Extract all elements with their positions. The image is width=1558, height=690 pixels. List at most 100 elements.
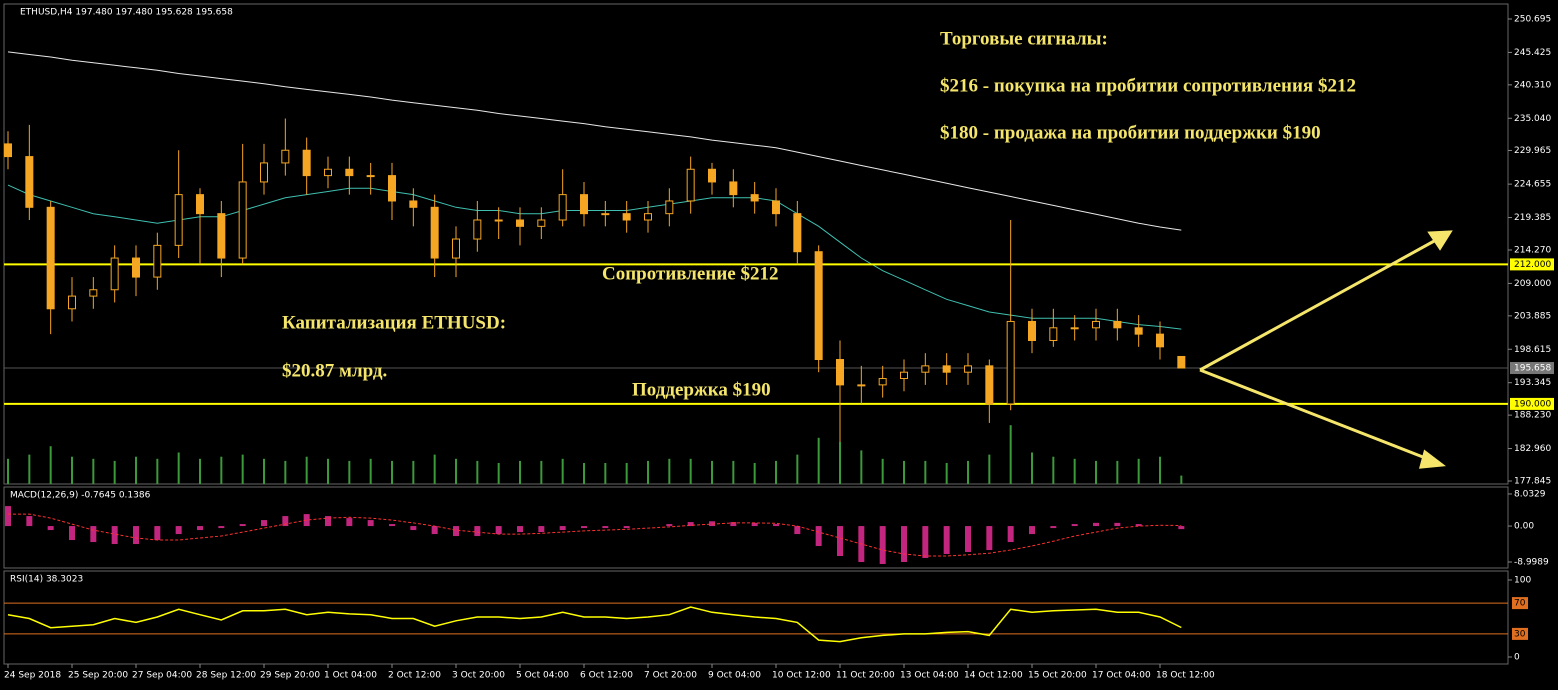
macd-bar	[901, 526, 907, 563]
y-tick-label: 198.615	[1514, 345, 1551, 355]
macd-bar	[730, 522, 737, 527]
arrow-head	[1427, 230, 1453, 251]
candle-body	[238, 181, 247, 259]
candle-body	[494, 219, 503, 222]
y-tick-label: 182.960	[1514, 444, 1551, 454]
macd-bar	[1178, 526, 1185, 530]
y-tick-label: -8.9989	[1514, 558, 1549, 568]
y-tick-label: 219.385	[1514, 213, 1551, 223]
x-tick-label: 24 Sep 2018	[4, 671, 61, 681]
candle-body	[793, 213, 802, 253]
arrow-head	[1418, 449, 1446, 469]
candle-body	[196, 194, 204, 215]
macd-bar	[474, 526, 481, 537]
macd-bar	[623, 526, 630, 529]
x-tick-label: 9 Oct 04:00	[708, 671, 761, 681]
y-tick-label: 30	[1514, 629, 1526, 639]
macd-bar	[26, 516, 33, 527]
candle-body	[708, 168, 716, 183]
candle-body	[665, 200, 674, 215]
macd-bar	[794, 526, 801, 535]
candle-body	[46, 206, 55, 310]
x-tick-label: 7 Oct 20:00	[644, 671, 697, 681]
candle-body	[601, 213, 610, 216]
macd-bar	[943, 526, 950, 555]
x-tick-label: 28 Sep 12:00	[196, 671, 256, 681]
y-tick-label: 229.965	[1514, 146, 1551, 156]
macd-header: MACD(12,26,9) -0.7645 0.1386	[10, 491, 151, 501]
macd-bar	[47, 526, 54, 531]
level-label-bg	[1512, 597, 1528, 610]
x-tick-label: 6 Oct 12:00	[580, 671, 633, 681]
rsi-header: RSI(14) 38.3023	[10, 575, 83, 585]
y-tick-label: 245.425	[1514, 48, 1551, 58]
candle-body	[836, 359, 844, 386]
plot: 250.695 245.425 240.310 235.040 229.965 224.6…	[4, 14, 1554, 681]
candle-body	[452, 238, 460, 259]
macd-bar	[1093, 522, 1099, 527]
candle-body	[878, 378, 887, 386]
candle-body	[366, 175, 375, 178]
candle-body	[1134, 327, 1143, 335]
candle-body	[558, 194, 567, 221]
macd-bar	[751, 522, 758, 527]
annotation: Сопротивление $212	[602, 263, 778, 284]
y-tick-label: 70	[1514, 599, 1526, 609]
y-tick-label: 240.310	[1514, 80, 1551, 90]
macd-bar	[837, 526, 843, 557]
macd-bar	[1050, 526, 1057, 529]
candle-body	[217, 213, 226, 259]
macd-bar	[1114, 522, 1121, 527]
moving-average	[7, 51, 1182, 231]
macd-bar	[69, 526, 75, 541]
macd-bar	[431, 526, 438, 535]
candle-body	[388, 175, 396, 202]
macd-bar	[175, 526, 182, 535]
candle-body	[324, 168, 332, 177]
x-tick-label: 15 Oct 20:00	[1028, 671, 1087, 681]
arrows	[1199, 230, 1453, 469]
x-tick-label: 11 Oct 20:00	[836, 671, 895, 681]
candle-body	[281, 149, 290, 164]
y-tick-label: 190.000	[1514, 399, 1551, 409]
macd-bar	[325, 516, 331, 527]
macd-bar	[303, 514, 310, 527]
macd-signal	[8, 513, 1182, 557]
candle-body	[110, 257, 119, 291]
y-tick-label: 214.270	[1514, 245, 1551, 255]
y-tick-label: 8.0329	[1514, 489, 1546, 499]
y-tick-label: 193.345	[1514, 378, 1551, 388]
macd-bar	[346, 518, 353, 527]
macd-bar	[602, 526, 609, 529]
annotation: $216 - покупка на пробитии сопротивления…	[940, 75, 1356, 96]
macd-bar	[538, 526, 545, 533]
candle-body	[1092, 320, 1100, 329]
macd-frame	[3, 486, 1509, 569]
main-frame	[3, 3, 1509, 485]
y-tick-label: 0	[1514, 652, 1520, 662]
candle-body	[473, 219, 482, 240]
candle-body	[302, 149, 311, 177]
candle-body	[942, 365, 951, 373]
y-tick-label: 0.00	[1514, 522, 1534, 532]
candle-body	[25, 156, 34, 208]
main-header: ETHUSD,H4 197.480 197.480 195.628 195.65…	[20, 8, 233, 18]
macd-bar	[111, 526, 118, 545]
x-tick-label: 17 Oct 04:00	[1092, 671, 1151, 681]
macd-bar	[410, 526, 417, 531]
macd-bar	[261, 520, 267, 527]
macd-bar	[453, 526, 459, 537]
x-tick-label: 27 Sep 04:00	[132, 671, 192, 681]
annotation: Торговые сигналы:	[940, 28, 1108, 49]
candle-body	[729, 181, 738, 196]
y-tick-label: 177.845	[1514, 476, 1551, 486]
y-tick-label: 188.230	[1514, 411, 1551, 421]
annotation: Капитализация ETHUSD:	[282, 312, 506, 333]
annotation: Поддержка $190	[632, 379, 771, 400]
x-tick-label: 1 Oct 04:00	[324, 671, 377, 681]
candle-body	[644, 213, 652, 221]
candle-body	[345, 168, 354, 177]
x-tick-label: 2 Oct 12:00	[388, 671, 441, 681]
y-tick-label: 203.885	[1514, 311, 1551, 321]
